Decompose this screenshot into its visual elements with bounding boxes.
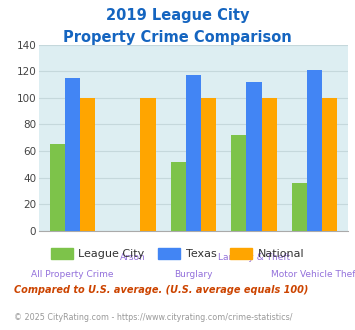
Bar — [171, 162, 186, 231]
Text: © 2025 CityRating.com - https://www.cityrating.com/crime-statistics/: © 2025 CityRating.com - https://www.city… — [14, 314, 293, 322]
Legend: League City, Texas, National: League City, Texas, National — [46, 244, 309, 263]
Bar — [231, 135, 246, 231]
Bar — [292, 183, 307, 231]
Bar — [201, 98, 216, 231]
Text: 2019 League City: 2019 League City — [106, 8, 249, 23]
Text: Arson: Arson — [120, 253, 146, 262]
Bar — [65, 78, 80, 231]
Text: Larceny & Theft: Larceny & Theft — [218, 253, 290, 262]
Bar — [322, 98, 337, 231]
Bar — [307, 70, 322, 231]
Text: Burglary: Burglary — [174, 270, 213, 279]
Text: Compared to U.S. average. (U.S. average equals 100): Compared to U.S. average. (U.S. average … — [14, 285, 308, 295]
Bar — [80, 98, 95, 231]
Bar — [141, 98, 155, 231]
Text: Motor Vehicle Theft: Motor Vehicle Theft — [271, 270, 355, 279]
Text: Property Crime Comparison: Property Crime Comparison — [63, 30, 292, 45]
Bar — [262, 98, 277, 231]
Text: All Property Crime: All Property Crime — [31, 270, 114, 279]
Bar — [246, 82, 262, 231]
Bar — [186, 75, 201, 231]
Bar — [50, 145, 65, 231]
